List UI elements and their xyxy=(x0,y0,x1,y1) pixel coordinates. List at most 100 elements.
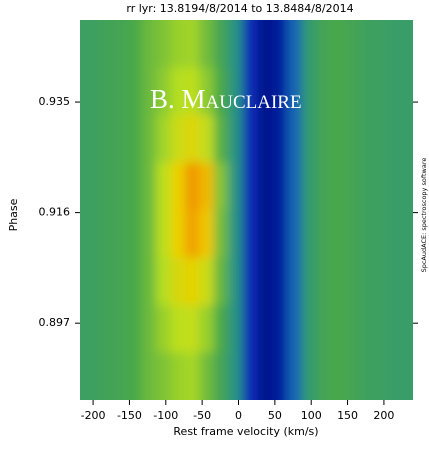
chart-title: rr lyr: 13.8194/8/2014 to 13.8484/8/2014 xyxy=(126,2,353,15)
heat-cell xyxy=(126,352,142,400)
heat-cell xyxy=(112,209,128,258)
heat-cell xyxy=(272,257,288,306)
heat-cell xyxy=(330,67,346,116)
heat-cell xyxy=(243,162,259,211)
heat-cell xyxy=(373,20,389,69)
heat-cell xyxy=(286,209,302,258)
heat-cell xyxy=(97,257,113,306)
x-axis-label: Rest frame velocity (km/s) xyxy=(173,425,318,438)
heat-cell xyxy=(184,162,200,211)
x-tick-label: -100 xyxy=(153,409,178,422)
heat-cell xyxy=(330,257,346,306)
heat-cell xyxy=(228,162,244,211)
heat-cell xyxy=(97,305,113,354)
heat-cell xyxy=(184,305,200,354)
heat-cell xyxy=(83,305,99,354)
heat-cell xyxy=(83,162,99,211)
heat-cell xyxy=(170,162,186,211)
heat-cell xyxy=(184,20,200,69)
heat-cell xyxy=(257,209,273,258)
heat-cell xyxy=(359,305,375,354)
heat-cell xyxy=(344,114,360,164)
heat-cell xyxy=(97,67,113,116)
heat-cell xyxy=(301,209,317,258)
heat-cell xyxy=(97,162,113,211)
heat-cell xyxy=(315,114,331,164)
heat-cell xyxy=(83,114,99,164)
heat-cell xyxy=(155,67,171,116)
heat-cell xyxy=(184,209,200,258)
heat-cell xyxy=(112,114,128,164)
heat-cell xyxy=(141,162,157,211)
heat-cell xyxy=(286,114,302,164)
heat-cell xyxy=(257,257,273,306)
heat-cell xyxy=(344,20,360,69)
heat-cell xyxy=(141,257,157,306)
heat-cell xyxy=(315,209,331,258)
heat-cell xyxy=(155,20,171,69)
heat-cell xyxy=(213,209,230,258)
heat-cell xyxy=(301,67,317,116)
heat-cell xyxy=(330,352,346,400)
heat-cell xyxy=(301,162,317,211)
heat-cell xyxy=(388,305,413,354)
heat-cell xyxy=(228,67,244,116)
heat-cell xyxy=(141,352,157,400)
heat-cell xyxy=(359,114,375,164)
heat-cell xyxy=(388,209,413,258)
heat-cell xyxy=(286,257,302,306)
heat-cell xyxy=(301,352,317,400)
heat-cell xyxy=(344,352,360,400)
heat-cell xyxy=(126,162,142,211)
heat-cell xyxy=(213,257,230,306)
heat-cell xyxy=(315,352,331,400)
heat-cell xyxy=(344,67,360,116)
heat-cell xyxy=(344,257,360,306)
heat-cell xyxy=(228,209,244,258)
heat-cell xyxy=(257,114,273,164)
heat-cell xyxy=(257,305,273,354)
heat-cell xyxy=(388,352,413,400)
heat-cell xyxy=(388,257,413,306)
heat-cell xyxy=(315,257,331,306)
heat-cell xyxy=(184,257,200,306)
heat-cell xyxy=(141,209,157,258)
heat-cell xyxy=(243,305,259,354)
heat-cell xyxy=(373,209,389,258)
heat-cell xyxy=(315,20,331,69)
heat-cell xyxy=(199,257,215,306)
heat-cell xyxy=(199,162,215,211)
heat-cell xyxy=(184,352,200,400)
heat-cell xyxy=(330,114,346,164)
heat-cell xyxy=(359,352,375,400)
heat-cell xyxy=(344,162,360,211)
x-tick-label: -200 xyxy=(81,409,106,422)
heat-cell xyxy=(155,257,171,306)
side-text: SpcAudACE: spectroscopy software xyxy=(420,158,428,273)
heat-cell xyxy=(373,67,389,116)
heat-cell xyxy=(112,162,128,211)
heat-cell xyxy=(359,20,375,69)
heat-cell xyxy=(257,162,273,211)
heat-cell xyxy=(213,352,230,400)
heat-cell xyxy=(141,67,157,116)
y-tick-label: 0.897 xyxy=(39,316,71,329)
heat-cell xyxy=(170,305,186,354)
heat-cell xyxy=(330,20,346,69)
heat-cell xyxy=(170,20,186,69)
heat-cell xyxy=(272,209,288,258)
heat-cell xyxy=(83,209,99,258)
heat-cell xyxy=(213,67,230,116)
heat-cell xyxy=(112,67,128,116)
heat-cell xyxy=(213,20,230,69)
x-tick-label: -50 xyxy=(193,409,211,422)
heat-cell xyxy=(359,257,375,306)
heat-cell xyxy=(170,209,186,258)
y-tick-label: 0.935 xyxy=(39,95,71,108)
heat-cell xyxy=(112,305,128,354)
heat-cell xyxy=(257,352,273,400)
heat-cell xyxy=(155,162,171,211)
heat-cell xyxy=(373,162,389,211)
heat-cell xyxy=(359,162,375,211)
heat-cell xyxy=(170,352,186,400)
